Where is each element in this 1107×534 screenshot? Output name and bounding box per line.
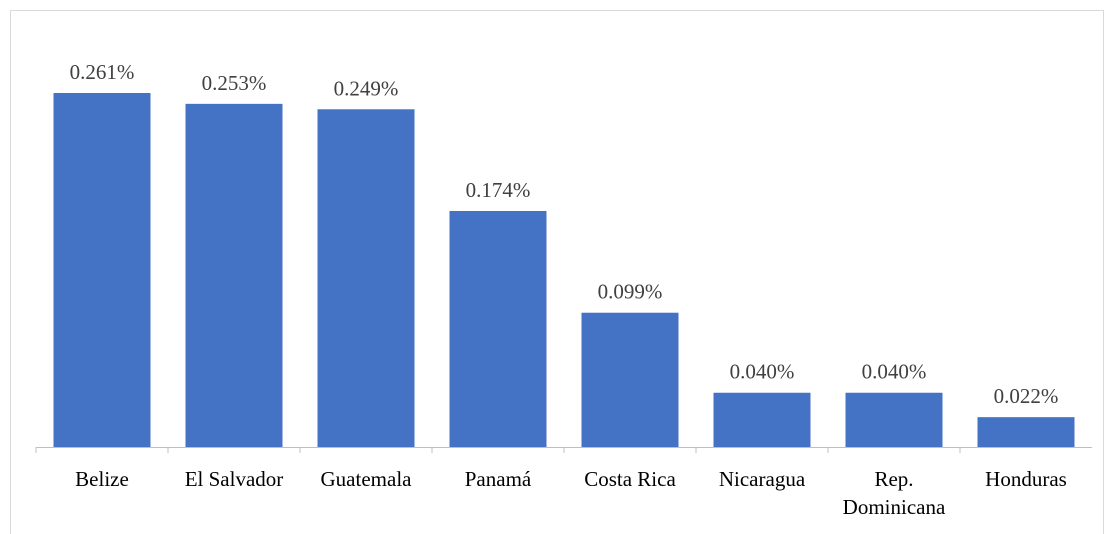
data-label: 0.261%	[70, 60, 135, 84]
bar	[185, 103, 283, 447]
data-label: 0.040%	[862, 360, 927, 384]
data-label: 0.022%	[994, 384, 1059, 408]
x-tick-label: El Salvador	[185, 467, 284, 491]
x-tick-label: Rep.	[874, 467, 913, 491]
bar	[449, 211, 547, 447]
chart-frame	[10, 10, 1104, 534]
data-label: 0.040%	[730, 360, 795, 384]
x-tick-label: Guatemala	[321, 467, 413, 491]
x-tick-label: Belize	[75, 467, 129, 491]
x-tick-label: Honduras	[985, 467, 1067, 491]
data-label: 0.249%	[334, 76, 399, 100]
x-tick-label: Nicaragua	[719, 467, 806, 491]
bar	[581, 312, 679, 447]
bar	[845, 392, 943, 447]
x-tick-label: Costa Rica	[584, 467, 676, 491]
data-label: 0.174%	[466, 178, 531, 202]
bar	[53, 93, 151, 447]
bar	[317, 109, 415, 447]
data-label: 0.253%	[202, 71, 267, 95]
bar	[977, 417, 1075, 447]
x-tick-label: Dominicana	[843, 495, 946, 519]
bar	[713, 392, 811, 447]
x-tick-label: Panamá	[465, 467, 532, 491]
data-label: 0.099%	[598, 280, 663, 304]
